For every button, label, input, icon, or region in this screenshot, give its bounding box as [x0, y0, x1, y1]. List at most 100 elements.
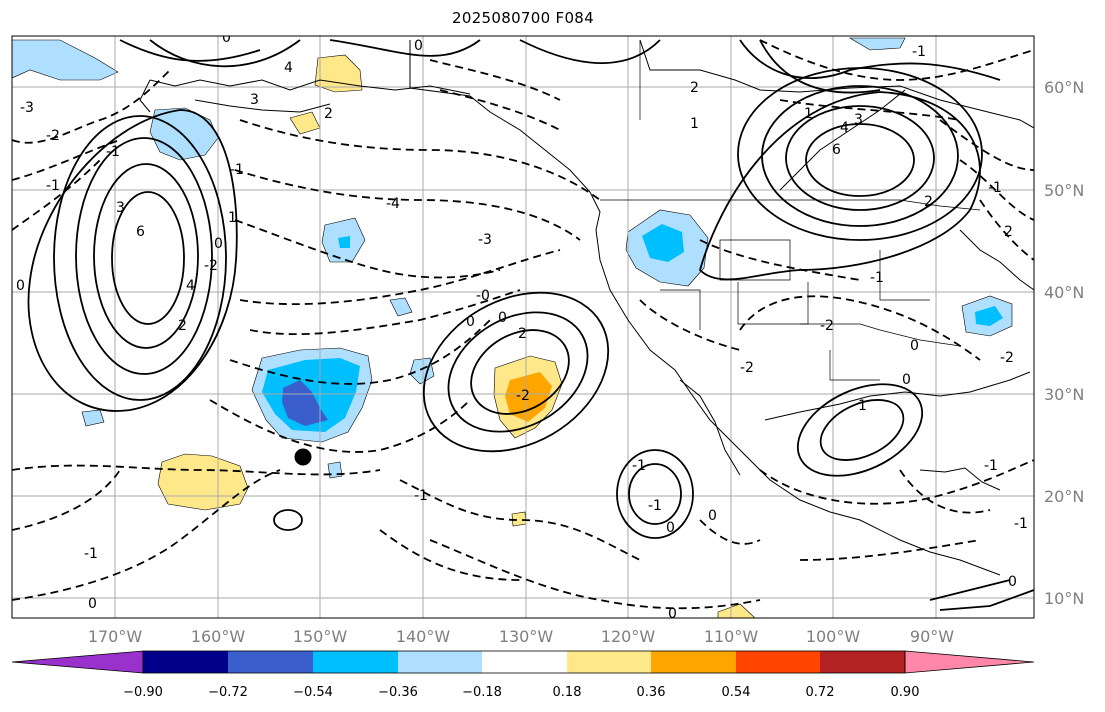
contour-label: -3 [20, 100, 34, 116]
colorbar-extend-right [904, 650, 1035, 674]
contour-label: -1 [1014, 516, 1028, 532]
colorbar-tick-label: −0.36 [378, 685, 418, 700]
lon-label: 150°W [293, 627, 348, 646]
contour-label: 2 [518, 326, 527, 342]
colorbar-segment [820, 651, 905, 673]
shade-region [717, 603, 756, 618]
contour-label: -4 [386, 196, 400, 212]
contour-label: 2 [924, 194, 933, 210]
shade-region [505, 372, 552, 422]
lon-label: 110°W [704, 627, 759, 646]
lat-label: 20°N [1044, 487, 1084, 506]
contour-label: 0 [666, 520, 675, 536]
colorbar-outline [142, 650, 906, 674]
colorbar-tick-label: −0.72 [208, 685, 248, 700]
contour-label: -1 [648, 498, 662, 514]
colorbar-segment [736, 651, 820, 673]
colorbar-tick-label: 0.72 [806, 685, 835, 700]
positive-contours [27, 39, 1034, 611]
contour-label: 2 [324, 106, 333, 122]
contour-label: -1 [230, 162, 244, 178]
contour-label: 4 [840, 120, 849, 136]
contour-label: 0 [498, 310, 507, 326]
shade-region [642, 224, 684, 262]
contour-label: -2 [204, 258, 218, 274]
contour-label: -1 [106, 144, 120, 160]
map-frame [11, 35, 1035, 619]
colorbar-tick-label: −0.90 [123, 685, 163, 700]
shade-region [12, 39, 119, 81]
contour-label: 0 [214, 236, 223, 252]
contour-label: 0 [466, 314, 475, 330]
contour-label: -1 [46, 178, 60, 194]
colorbar-segment [651, 651, 736, 673]
contour-label: 0 [902, 372, 911, 388]
contour-labels: 0 -3 -2 -1 -1 0 3 6 4 2 1 0 -1 -2 0 0 -4… [16, 30, 1028, 622]
contour-label: -2 [516, 388, 530, 404]
contour-label: 1 [690, 116, 699, 132]
plot-title: 2025080700 F084 [452, 9, 594, 27]
contour-label: 0 [910, 338, 919, 354]
contour-label: 4 [284, 60, 293, 76]
lat-label: 10°N [1044, 589, 1084, 608]
contour-label: 6 [136, 224, 145, 240]
shade-region [338, 236, 350, 248]
location-marker [294, 448, 312, 466]
colorbar-segment [398, 651, 482, 673]
shade-region [409, 357, 435, 385]
colorbar-tick-label: −0.54 [293, 685, 333, 700]
colorbar-segment [567, 651, 651, 673]
contour-label: 3 [116, 200, 125, 216]
contour-label: -1 [414, 488, 428, 504]
contour-label: 4 [186, 278, 195, 294]
contour-label: 0 [16, 278, 25, 294]
contour-label: 0 [222, 30, 231, 46]
contour-label: -2 [820, 318, 834, 334]
contour-label: 0 [414, 38, 423, 54]
contour-label: -1 [984, 458, 998, 474]
shade-region [327, 461, 343, 479]
contour-label: -2 [740, 360, 754, 376]
colorbar: −0.90 −0.72 −0.54 −0.36 −0.18 0.18 0.36 … [11, 650, 1035, 700]
contour-label: 1 [804, 106, 813, 122]
contour-label: 0 [88, 596, 97, 612]
colorbar-extend-left [11, 650, 144, 674]
shade-region [81, 409, 105, 427]
contour-label: -0 [476, 288, 490, 304]
shade-region [282, 380, 328, 426]
colorbar-segment [313, 651, 398, 673]
map-content: 0 -3 -2 -1 -1 0 3 6 4 2 1 0 -1 -2 0 0 -4… [12, 30, 1034, 622]
contour-label: -1 [988, 180, 1002, 196]
longitude-labels: 170°W 160°W 150°W 140°W 130°W 120°W 110°… [88, 627, 954, 646]
shade-region [511, 511, 527, 527]
lat-label: 50°N [1044, 181, 1084, 200]
colorbar-segment [482, 651, 567, 673]
lat-label: 30°N [1044, 385, 1084, 404]
contour-label: 1 [858, 398, 867, 414]
shaded-anomalies [12, 37, 1013, 618]
lon-label: 170°W [88, 627, 143, 646]
colorbar-segment [143, 651, 228, 673]
colorbar-tick-label: −0.18 [462, 685, 502, 700]
contour-label: 3 [854, 112, 863, 128]
lat-label: 60°N [1044, 78, 1084, 97]
colorbar-segment [228, 651, 313, 673]
colorbar-tick-label: 0.36 [637, 685, 666, 700]
latitude-labels: 60°N 50°N 40°N 30°N 20°N 10°N [1044, 78, 1084, 608]
colorbar-tick-label: 0.90 [891, 685, 920, 700]
contour-label: 3 [250, 92, 259, 108]
contour-label: 2 [690, 80, 699, 96]
contour-label: 0 [708, 508, 717, 524]
contour-label: -3 [478, 232, 492, 248]
contour-label: 0 [668, 606, 677, 622]
contour-label: 1 [228, 210, 237, 226]
lon-label: 140°W [396, 627, 451, 646]
borders [600, 40, 981, 381]
lon-label: 100°W [806, 627, 861, 646]
contour-label: 2 [178, 318, 187, 334]
lon-label: 90°W [910, 627, 954, 646]
colorbar-tick-label: 0.54 [722, 685, 751, 700]
shade-region [389, 297, 413, 317]
contour-label: -1 [912, 44, 926, 60]
